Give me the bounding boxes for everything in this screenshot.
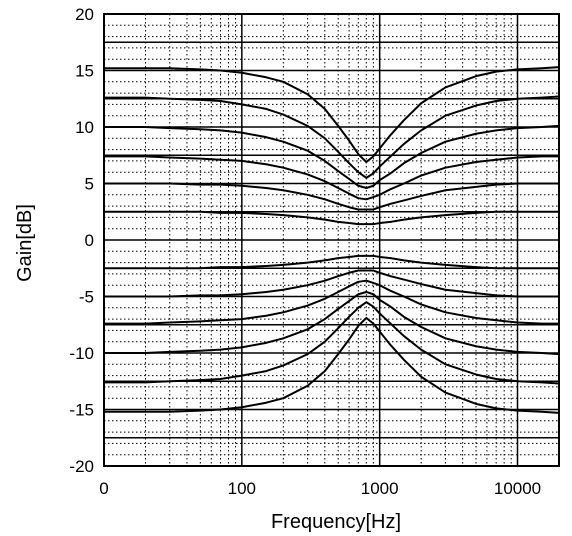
series-line-12 — [104, 316, 560, 414]
plot-frame — [103, 13, 560, 467]
x-tick-label: 100 — [228, 479, 256, 498]
y-tick-label: -20 — [69, 457, 94, 476]
y-tick-label: -15 — [69, 401, 94, 420]
y-tick-label: 20 — [75, 5, 94, 24]
y-tick-label: 10 — [75, 118, 94, 137]
series-line-3 — [104, 124, 560, 190]
series-line-2 — [104, 95, 560, 179]
y-tick-label: -5 — [79, 288, 94, 307]
series-line-7 — [104, 254, 559, 270]
series-line-5 — [104, 182, 559, 211]
series-line-1 — [104, 66, 560, 164]
y-tick-label: 5 — [85, 175, 94, 194]
y-tick-label: 0 — [85, 231, 94, 250]
series-line-11 — [104, 301, 560, 385]
x-tick-label: 10000 — [494, 479, 541, 498]
series-line-4 — [104, 155, 559, 201]
series-group — [104, 66, 560, 414]
grid — [104, 14, 559, 466]
x-tick-label: 0 — [99, 479, 108, 498]
series-line-9 — [104, 279, 559, 325]
series-line-6 — [104, 210, 559, 226]
tick-labels: 20 15 10 5 0 -5 -10 -15 -20 0 100 1000 10000 — [69, 5, 541, 498]
x-axis-label: Frequency[Hz] — [271, 511, 401, 533]
x-tick-label: 1000 — [361, 479, 399, 498]
y-axis-label: Gain[dB] — [14, 204, 36, 282]
series-line-10 — [104, 290, 560, 356]
series-line-8 — [104, 269, 559, 298]
y-tick-label: 15 — [75, 62, 94, 81]
y-tick-label: -10 — [69, 344, 94, 363]
